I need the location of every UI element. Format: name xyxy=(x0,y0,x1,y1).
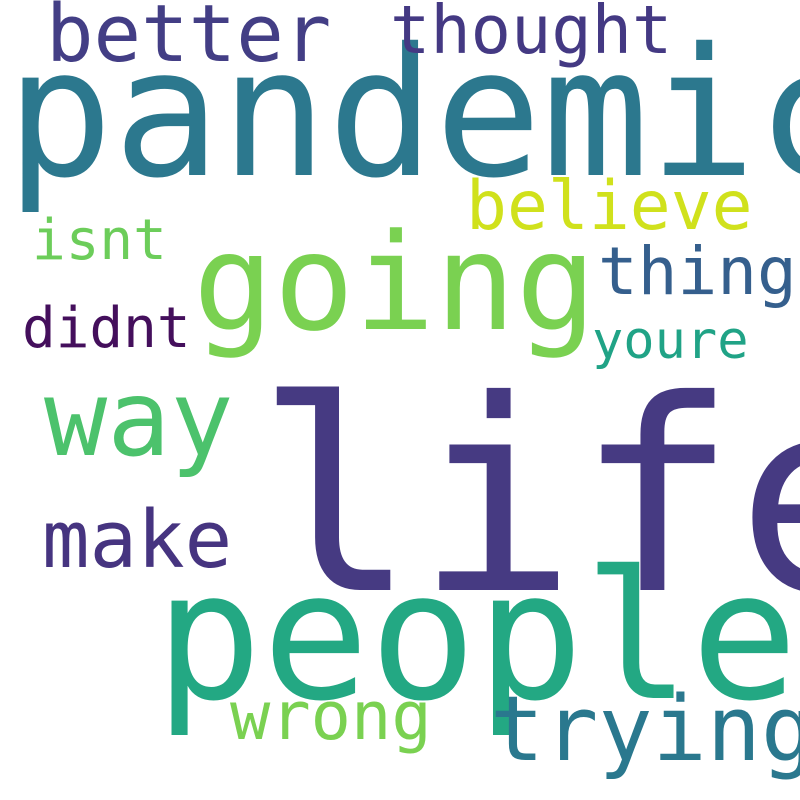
word-didnt: didnt xyxy=(22,296,191,361)
word-make: make xyxy=(42,494,233,586)
word-way: way xyxy=(44,358,234,480)
word-better: better xyxy=(46,0,332,80)
word-trying: trying xyxy=(490,677,800,782)
word-thing: thing xyxy=(598,233,797,310)
word-people: people xyxy=(155,533,798,740)
word-youre: youre xyxy=(592,311,749,371)
word-isnt: isnt xyxy=(32,208,167,273)
word-pandemic: pandemic xyxy=(6,10,800,217)
word-thought: thought xyxy=(390,0,673,69)
word-going: going xyxy=(193,205,597,361)
word-life: life xyxy=(256,343,800,653)
word-wrong: wrong xyxy=(230,677,432,755)
word-believe: believe xyxy=(466,167,753,246)
